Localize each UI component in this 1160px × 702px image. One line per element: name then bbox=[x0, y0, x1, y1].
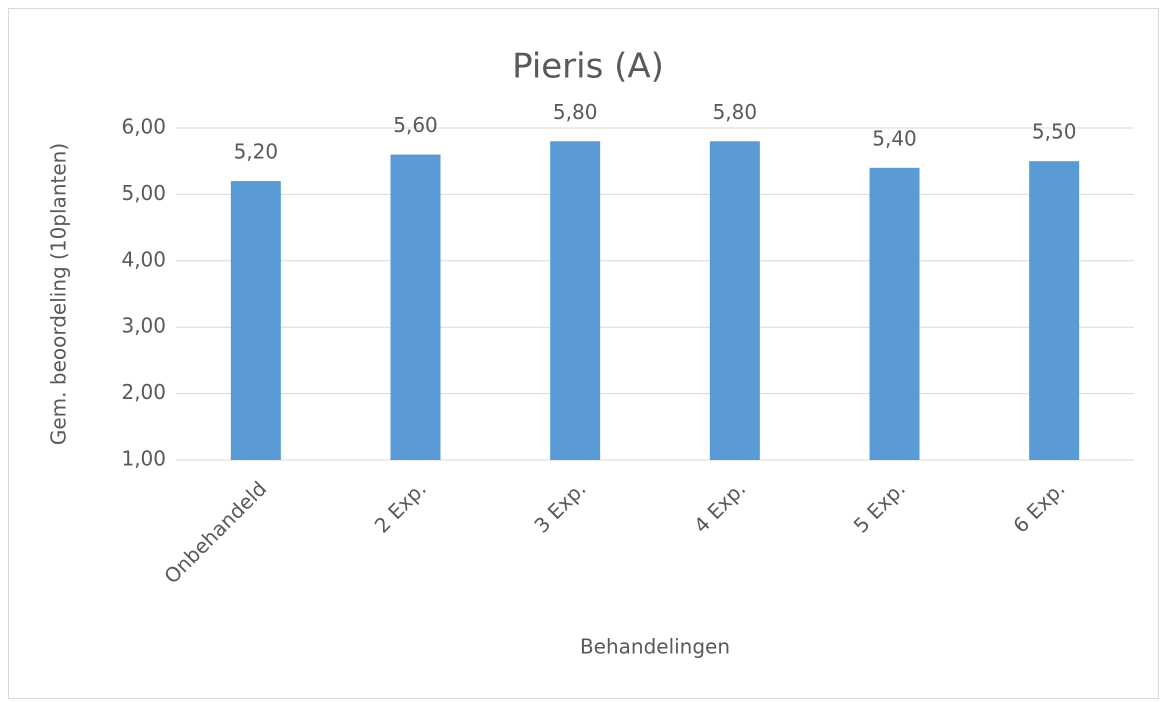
y-tick-label: 5,00 bbox=[121, 181, 166, 205]
chart-title: Pieris (A) bbox=[512, 47, 664, 87]
y-axis-label: Gem. beoordeling (10planten) bbox=[47, 143, 71, 445]
data-label: 5,20 bbox=[234, 140, 279, 164]
data-label: 5,80 bbox=[553, 100, 598, 124]
bar bbox=[550, 141, 601, 460]
bar bbox=[709, 141, 760, 460]
data-label: 5,40 bbox=[872, 126, 917, 150]
x-axis-label: Behandelingen bbox=[580, 635, 730, 659]
y-tick-label: 6,00 bbox=[121, 115, 166, 139]
data-label: 5,80 bbox=[713, 100, 758, 124]
bar bbox=[1029, 161, 1080, 460]
y-tick-label: 1,00 bbox=[121, 447, 166, 471]
y-tick-label: 2,00 bbox=[121, 380, 166, 404]
y-tick-label: 3,00 bbox=[121, 314, 166, 338]
data-label: 5,60 bbox=[393, 113, 438, 137]
bar bbox=[390, 154, 441, 460]
bar bbox=[869, 167, 920, 460]
y-tick-label: 4,00 bbox=[121, 247, 166, 271]
bar bbox=[230, 181, 281, 460]
data-label: 5,50 bbox=[1032, 120, 1077, 144]
